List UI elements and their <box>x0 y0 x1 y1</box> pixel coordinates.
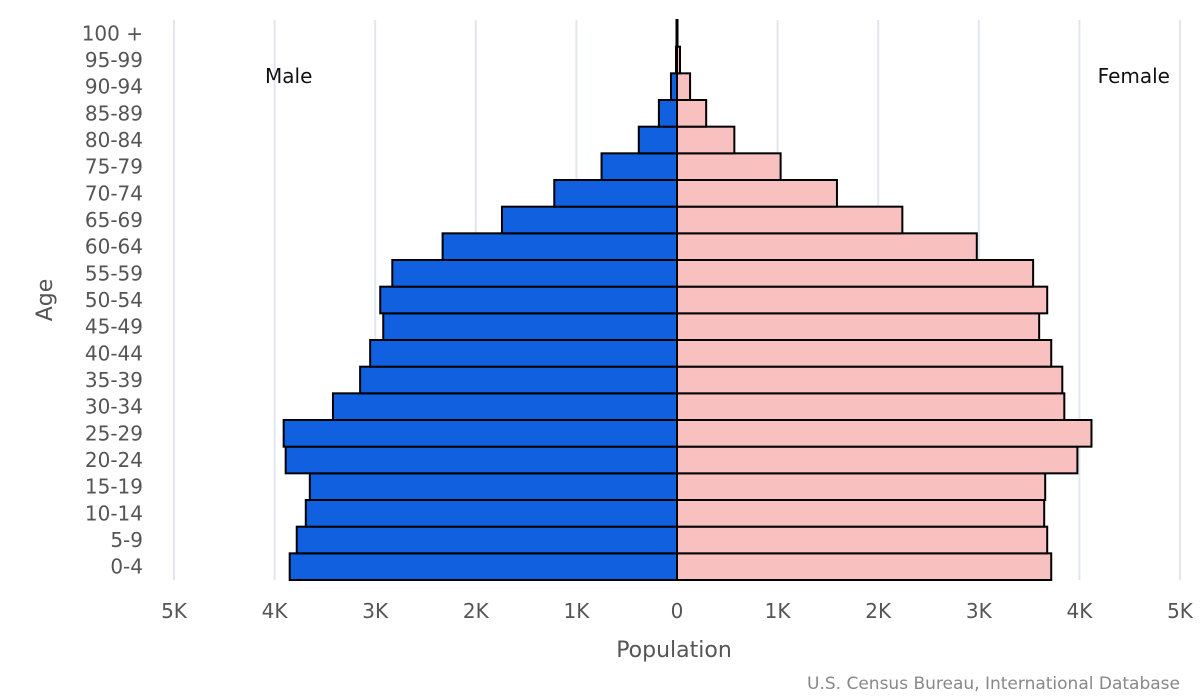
x-tick-label-2: 3K <box>362 599 389 623</box>
bar-female-70-74[interactable] <box>676 179 838 208</box>
y-tick-label-3: 15-19 <box>85 475 143 499</box>
x-axis-title: Population <box>616 638 732 663</box>
bar-female-20-24[interactable] <box>676 445 1079 475</box>
x-tick-label-1: 4K <box>262 599 289 623</box>
x-tick-label-5: 0 <box>671 599 684 623</box>
bar-female-55-59[interactable] <box>676 259 1035 288</box>
bar-male-80-84[interactable] <box>637 125 678 155</box>
legend-female: Female <box>1098 64 1170 88</box>
bar-female-25-29[interactable] <box>676 419 1093 448</box>
y-tick-label-18: 90-94 <box>85 75 143 99</box>
x-axis-ticks: 5K 4K 3K 2K 1K 0 1K 2K 3K 4K 5K <box>161 599 1194 623</box>
y-tick-label-1: 5-9 <box>110 528 143 552</box>
bar-male-45-49[interactable] <box>382 312 678 342</box>
bar-male-25-29[interactable] <box>282 419 678 448</box>
bar-female-75-79[interactable] <box>676 152 782 181</box>
y-tick-label-17: 85-89 <box>85 101 143 125</box>
bar-male-40-44[interactable] <box>369 339 678 368</box>
bar-female-90-94[interactable] <box>676 72 692 102</box>
bar-male-75-79[interactable] <box>600 152 678 181</box>
bar-female-35-39[interactable] <box>676 365 1064 395</box>
y-tick-label-12: 60-64 <box>85 235 143 259</box>
bar-female-40-44[interactable] <box>676 339 1053 368</box>
y-tick-label-5: 25-29 <box>85 421 143 445</box>
legend-male: Male <box>265 64 312 88</box>
bar-female-10-14[interactable] <box>676 499 1046 528</box>
bar-male-0-4[interactable] <box>288 552 678 581</box>
y-tick-label-19: 95-99 <box>85 48 143 72</box>
bar-male-10-14[interactable] <box>304 499 678 528</box>
bar-male-85-89[interactable] <box>657 99 679 128</box>
source-credit[interactable]: U.S. Census Bureau, International Databa… <box>807 674 1180 694</box>
bar-female-65-69[interactable] <box>676 205 904 235</box>
y-tick-label-8: 40-44 <box>85 341 143 365</box>
bar-male-35-39[interactable] <box>359 365 678 395</box>
bar-male-15-19[interactable] <box>308 472 678 502</box>
y-tick-label-14: 70-74 <box>85 181 143 205</box>
bar-male-20-24[interactable] <box>284 445 678 475</box>
y-tick-label-10: 50-54 <box>85 288 143 312</box>
bar-female-30-34[interactable] <box>676 392 1066 422</box>
bar-male-30-34[interactable] <box>331 392 678 422</box>
y-tick-label-6: 30-34 <box>85 395 143 419</box>
bar-female-45-49[interactable] <box>676 312 1041 342</box>
bar-female-85-89[interactable] <box>676 99 708 128</box>
x-tick-label-6: 1K <box>765 599 792 623</box>
bar-female-80-84[interactable] <box>676 125 736 155</box>
y-tick-label-16: 80-84 <box>85 128 143 152</box>
x-tick-label-7: 2K <box>865 599 892 623</box>
bar-male-50-54[interactable] <box>379 285 678 315</box>
bar-male-55-59[interactable] <box>391 259 678 288</box>
bars <box>282 19 1093 581</box>
y-tick-label-0: 0-4 <box>110 555 143 579</box>
x-tick-label-0: 5K <box>161 599 188 623</box>
y-tick-label-11: 55-59 <box>85 261 143 285</box>
y-tick-label-2: 10-14 <box>85 501 143 525</box>
x-tick-label-9: 4K <box>1066 599 1093 623</box>
x-tick-label-8: 3K <box>966 599 993 623</box>
x-tick-label-4: 1K <box>563 599 590 623</box>
y-axis-title: Age <box>33 279 58 322</box>
bar-male-5-9[interactable] <box>295 525 678 555</box>
bar-male-70-74[interactable] <box>553 179 679 208</box>
bar-female-50-54[interactable] <box>676 285 1049 315</box>
y-tick-label-20: 100 + <box>82 21 143 45</box>
bar-female-5-9[interactable] <box>676 525 1049 555</box>
y-tick-label-9: 45-49 <box>85 315 143 339</box>
y-tick-label-4: 20-24 <box>85 448 143 472</box>
bar-male-60-64[interactable] <box>441 232 678 261</box>
bar-female-15-19[interactable] <box>676 472 1047 502</box>
bar-male-65-69[interactable] <box>500 205 678 235</box>
y-tick-label-15: 75-79 <box>85 155 143 179</box>
x-tick-label-3: 2K <box>463 599 490 623</box>
bar-female-0-4[interactable] <box>676 552 1053 581</box>
bar-female-60-64[interactable] <box>676 232 978 261</box>
y-tick-label-7: 35-39 <box>85 368 143 392</box>
x-tick-label-10: 5K <box>1167 599 1194 623</box>
y-tick-label-13: 65-69 <box>85 208 143 232</box>
